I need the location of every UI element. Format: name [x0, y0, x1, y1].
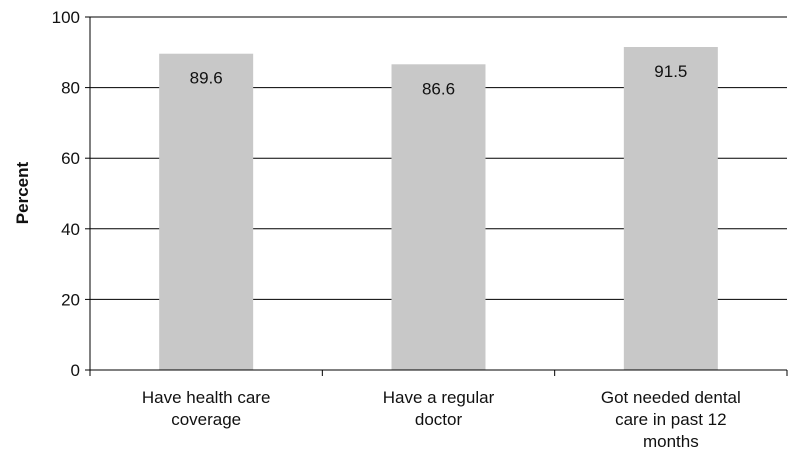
bar-3	[623, 47, 718, 370]
x-tick-label-3: Got needed dental care in past 12 months	[601, 388, 741, 451]
bar-1	[159, 53, 254, 370]
bar-2	[391, 64, 486, 370]
data-label-2: 86.6	[422, 79, 455, 98]
bars	[159, 47, 718, 370]
x-tick-label-line: coverage	[171, 410, 241, 429]
y-tick-label: 100	[52, 8, 80, 27]
data-label-1: 89.6	[190, 69, 223, 88]
labels: 0 20 40 60 80 100 89.6 86.6 91.5 Have health care…	[52, 8, 741, 451]
data-label-3: 91.5	[654, 62, 687, 81]
x-tick-label-2: Have a regular doctor	[383, 388, 495, 429]
x-tick-label-line: Have a regular	[383, 388, 495, 407]
x-tick-label-line: doctor	[415, 410, 463, 429]
x-tick-label-line: Got needed dental	[601, 388, 741, 407]
y-tick-label: 60	[61, 149, 80, 168]
y-axis-label: Percent	[13, 161, 32, 224]
y-tick-label: 40	[61, 220, 80, 239]
x-tick-label-1: Have health care coverage	[142, 388, 271, 429]
y-tick-label: 80	[61, 79, 80, 98]
x-tick-label-line: Have health care	[142, 388, 271, 407]
axes	[85, 16, 788, 376]
x-tick-label-line: care in past 12	[615, 410, 727, 429]
y-tick-label: 0	[71, 361, 80, 380]
x-tick-label-line: months	[643, 432, 699, 451]
y-tick-label: 20	[61, 290, 80, 309]
